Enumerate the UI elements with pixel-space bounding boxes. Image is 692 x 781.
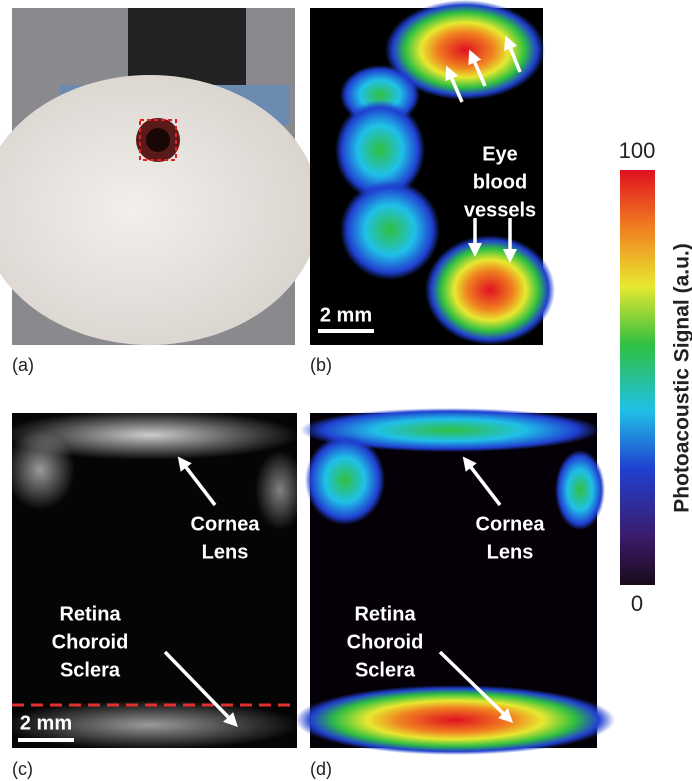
colorbar-min: 0 xyxy=(631,591,643,616)
annotation: Cornea xyxy=(476,513,546,535)
panel-label: (d) xyxy=(310,759,332,779)
colorbar xyxy=(620,170,655,585)
annotation: Lens xyxy=(202,541,249,563)
scale-bar-label: 2 mm xyxy=(20,712,72,734)
photo-panel xyxy=(0,8,320,345)
panel-label: (b) xyxy=(310,355,332,375)
annotation: Sclera xyxy=(355,659,416,681)
annotation: Choroid xyxy=(347,631,424,653)
panel-label: (a) xyxy=(12,355,34,375)
annotation: vessels xyxy=(464,199,536,221)
colorbar-title: Photoacoustic Signal (a.u.) xyxy=(671,243,692,513)
annotation: Retina xyxy=(59,603,121,625)
annotation: Choroid xyxy=(52,631,129,653)
ultrasound-panel xyxy=(0,410,305,750)
panel-label: (c) xyxy=(12,759,33,779)
annotation: Lens xyxy=(487,541,534,563)
colorbar-max: 100 xyxy=(619,138,656,163)
annotation: Eye xyxy=(482,143,518,165)
annotation: blood xyxy=(473,171,527,193)
annotation: Sclera xyxy=(60,659,121,681)
annotation: Cornea xyxy=(191,513,261,535)
scale-bar-label: 2 mm xyxy=(320,304,372,326)
figure: 100 0 Photoacoustic Signal (a.u.) (a) (b… xyxy=(0,0,692,781)
photoacoustic-bscan-panel xyxy=(295,408,615,755)
annotation: Retina xyxy=(354,603,416,625)
